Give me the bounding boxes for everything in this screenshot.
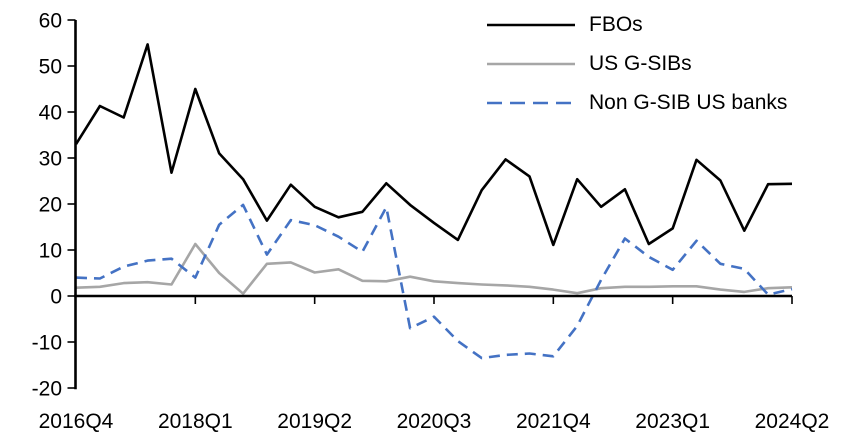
- x-axis-label-2023Q1: 2023Q1: [635, 410, 710, 433]
- legend-label-fbos: FBOs: [589, 13, 643, 36]
- legend-label-us-gsibs: US G-SIBs: [589, 52, 692, 75]
- legend-item-fbos: FBOs: [487, 12, 787, 38]
- y-axis-label-60: 60: [39, 10, 62, 33]
- series-line-us-g-sibs: [75, 242, 793, 296]
- y-axis-label--10: -10: [32, 332, 62, 355]
- y-axis-label-30: 30: [39, 148, 62, 171]
- x-axis-label-2024Q2: 2024Q2: [755, 410, 830, 433]
- legend-label-non-gsib-us-banks: Non G-SIB US banks: [589, 91, 788, 114]
- chart-legend: FBOs US G-SIBs Non G-SIB US banks: [487, 12, 787, 129]
- x-axis-label-2021Q4: 2021Q4: [516, 410, 591, 433]
- y-axis-label--20: -20: [32, 378, 62, 401]
- legend-item-us-gsibs: US G-SIBs: [487, 51, 787, 77]
- legend-item-non-gsib-us-banks: Non G-SIB US banks: [487, 90, 787, 116]
- series-line-non-g-sib-us-banks: [75, 203, 793, 360]
- x-axis-label-2018Q1: 2018Q1: [158, 410, 233, 433]
- legend-line-sample-non-gsib-us-banks: [487, 101, 575, 105]
- series-line-fbos: [74, 43, 793, 247]
- x-axis-label-2016Q4: 2016Q4: [39, 410, 114, 433]
- y-axis-label-40: 40: [39, 102, 62, 125]
- y-axis-label-0: 0: [50, 286, 62, 309]
- legend-line-sample-us-gsibs: [487, 62, 575, 66]
- y-axis-label-50: 50: [39, 56, 62, 79]
- y-axis-label-20: 20: [39, 194, 62, 217]
- x-axis-label-2020Q3: 2020Q3: [397, 410, 472, 433]
- y-axis-label-10: 10: [39, 240, 62, 263]
- legend-line-sample-fbos: [487, 23, 575, 27]
- x-axis-label-2019Q2: 2019Q2: [277, 410, 352, 433]
